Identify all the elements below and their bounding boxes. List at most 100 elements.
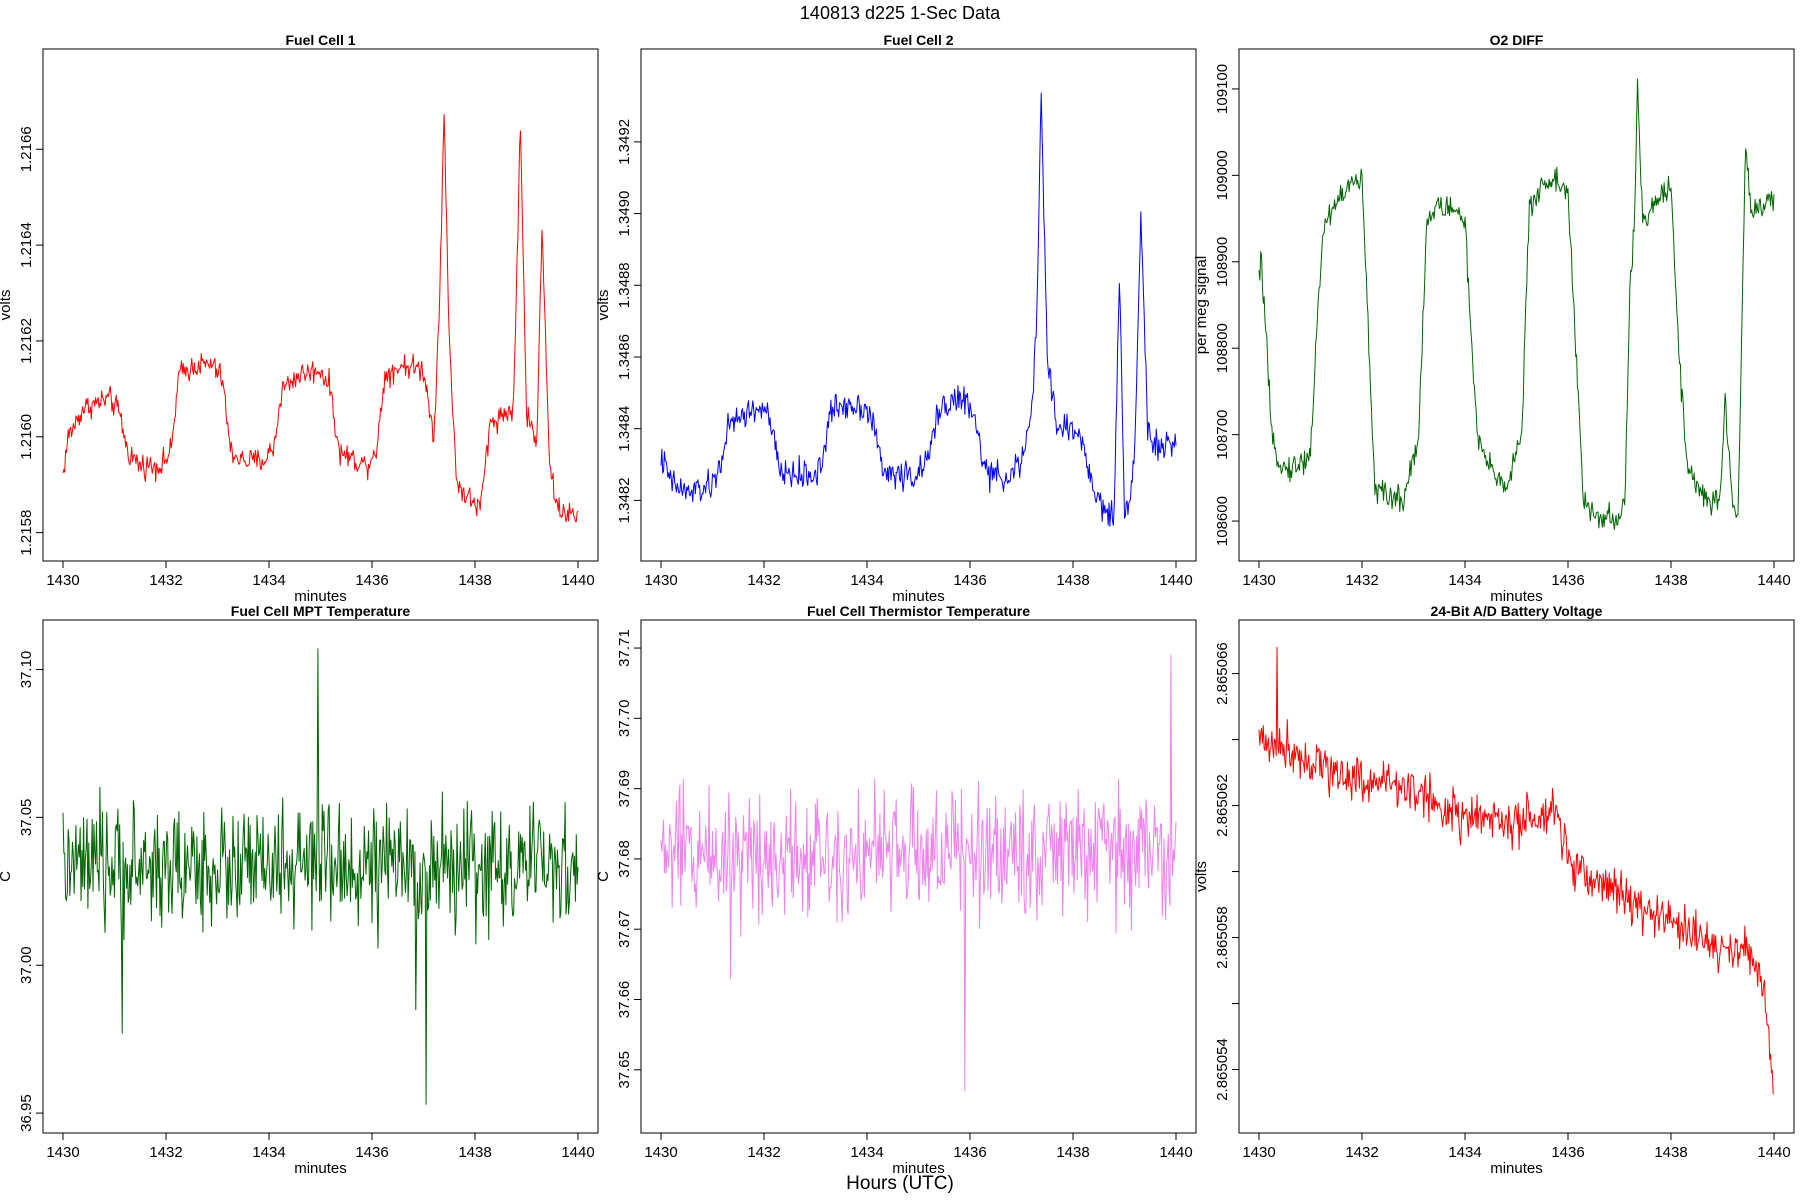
o2-diff-y-tick-label: 108700 <box>1214 410 1231 460</box>
fuel-cell-mpt-temperature-y-tick-label: 37.00 <box>18 946 35 984</box>
fuel-cell-1-x-tick-label: 1432 <box>149 572 182 589</box>
o2-diff-title: O2 DIFF <box>1490 32 1544 48</box>
fuel-cell-1-x-tick-label: 1434 <box>252 572 285 589</box>
fuel-cell-thermistor-temperature-x-tick-label: 1436 <box>953 1144 986 1161</box>
24-bit-a-d-battery-voltage-y-tick-label: 2.865066 <box>1214 642 1231 705</box>
chart-panel-o2-diff: O2 DIFF 1430 1432 1434 1436 1438 1440 minutes 10… <box>1193 32 1795 605</box>
fuel-cell-mpt-temperature-x-tick-label: 1438 <box>458 1144 491 1161</box>
fuel-cell-mpt-temperature-x-tick-label: 1430 <box>46 1144 79 1161</box>
o2-diff-y-tick-label: 108900 <box>1214 237 1231 287</box>
fuel-cell-mpt-temperature-x-tick-label: 1436 <box>355 1144 388 1161</box>
24-bit-a-d-battery-voltage-y-tick-label: 2.865058 <box>1214 906 1231 969</box>
o2-diff-x-tick-label: 1438 <box>1654 572 1687 589</box>
o2-diff-x-tick-label: 1434 <box>1448 572 1481 589</box>
fuel-cell-1-plot-frame <box>42 48 599 562</box>
24-bit-a-d-battery-voltage-x-tick-label: 1432 <box>1345 1144 1378 1161</box>
fuel-cell-2-x-tick-label: 1440 <box>1159 572 1192 589</box>
fuel-cell-2-x-tick-label: 1430 <box>644 572 677 589</box>
fuel-cell-1-x-tick-label: 1438 <box>458 572 491 589</box>
fuel-cell-2-series-line <box>660 92 1177 527</box>
fuel-cell-mpt-temperature-x-tick-label: 1432 <box>149 1144 182 1161</box>
fuel-cell-thermistor-temperature-series-line <box>660 654 1177 1092</box>
fuel-cell-thermistor-temperature-x-tick-label: 1432 <box>747 1144 780 1161</box>
o2-diff-plot-frame <box>1238 48 1795 562</box>
fuel-cell-thermistor-temperature-x-tick-label: 1430 <box>644 1144 677 1161</box>
chart-panels: Fuel Cell 1 1430 1432 1434 1436 1438 1440 minut… <box>0 32 1795 1177</box>
o2-diff-y-tick-label: 109100 <box>1214 64 1231 114</box>
fuel-cell-mpt-temperature-y-tick-label: 37.05 <box>18 799 35 837</box>
fuel-cell-1-y-tick-label: 1.2158 <box>18 510 35 556</box>
fuel-cell-1-y-tick-label: 1.2166 <box>18 126 35 172</box>
o2-diff-x-tick-label: 1432 <box>1345 572 1378 589</box>
fuel-cell-2-y-tick-label: 1.3482 <box>616 477 633 523</box>
24-bit-a-d-battery-voltage-x-tick-label: 1434 <box>1448 1144 1481 1161</box>
fuel-cell-thermistor-temperature-y-tick-label: 37.70 <box>616 700 633 738</box>
fuel-cell-1-y-tick-label: 1.2164 <box>18 222 35 268</box>
fuel-cell-2-y-tick-label: 1.3492 <box>616 119 633 165</box>
chart-panel-fuel-cell-mpt-temperature: Fuel Cell MPT Temperature 1430 1432 1434 143… <box>0 603 599 1177</box>
fuel-cell-mpt-temperature-y-axis-label: C <box>0 871 14 882</box>
fuel-cell-mpt-temperature-x-tick-label: 1434 <box>252 1144 285 1161</box>
fuel-cell-mpt-temperature-y-tick-label: 37.10 <box>18 651 35 689</box>
fuel-cell-mpt-temperature-y-tick-label: 36.95 <box>18 1094 35 1132</box>
fuel-cell-2-x-tick-label: 1432 <box>747 572 780 589</box>
fuel-cell-2-x-tick-label: 1434 <box>850 572 883 589</box>
fuel-cell-2-y-tick-label: 1.3486 <box>616 334 633 380</box>
o2-diff-x-tick-label: 1440 <box>1757 572 1790 589</box>
o2-diff-x-axis-label: minutes <box>1490 588 1543 605</box>
24-bit-a-d-battery-voltage-y-tick-label: 2.865054 <box>1214 1038 1231 1101</box>
o2-diff-x-tick-label: 1430 <box>1242 572 1275 589</box>
24-bit-a-d-battery-voltage-title: 24-Bit A/D Battery Voltage <box>1431 603 1603 619</box>
fuel-cell-1-title: Fuel Cell 1 <box>285 32 355 48</box>
fuel-cell-mpt-temperature-title: Fuel Cell MPT Temperature <box>231 603 411 619</box>
chart-panel-24-bit-a-d-battery-voltage: 24-Bit A/D Battery Voltage 1430 1432 1434 14… <box>1193 603 1795 1177</box>
fuel-cell-thermistor-temperature-x-tick-label: 1440 <box>1159 1144 1192 1161</box>
24-bit-a-d-battery-voltage-series-line <box>1258 646 1775 1095</box>
fuel-cell-2-x-tick-label: 1436 <box>953 572 986 589</box>
fuel-cell-1-x-axis-label: minutes <box>294 588 347 605</box>
24-bit-a-d-battery-voltage-x-axis-label: minutes <box>1490 1160 1543 1177</box>
fuel-cell-2-title: Fuel Cell 2 <box>883 32 953 48</box>
fuel-cell-mpt-temperature-x-tick-label: 1440 <box>561 1144 594 1161</box>
fuel-cell-1-series-line <box>62 113 579 523</box>
24-bit-a-d-battery-voltage-x-tick-label: 1438 <box>1654 1144 1687 1161</box>
fuel-cell-thermistor-temperature-title: Fuel Cell Thermistor Temperature <box>807 603 1030 619</box>
figure-title: 140813 d225 1-Sec Data <box>800 3 1001 23</box>
fuel-cell-thermistor-temperature-y-tick-label: 37.68 <box>616 840 633 878</box>
fuel-cell-thermistor-temperature-x-axis-label: minutes <box>892 1160 945 1177</box>
figure-x-axis-label: Hours (UTC) <box>846 1173 954 1194</box>
o2-diff-x-tick-label: 1436 <box>1551 572 1584 589</box>
fuel-cell-2-x-tick-label: 1438 <box>1056 572 1089 589</box>
fuel-cell-thermistor-temperature-y-tick-label: 37.69 <box>616 770 633 808</box>
chart-panel-fuel-cell-1: Fuel Cell 1 1430 1432 1434 1436 1438 1440 minut… <box>0 32 599 605</box>
fuel-cell-2-y-tick-label: 1.3484 <box>616 406 633 452</box>
o2-diff-y-tick-label: 108600 <box>1214 496 1231 546</box>
fuel-cell-2-plot-frame <box>640 48 1197 562</box>
fuel-cell-2-x-axis-label: minutes <box>892 588 945 605</box>
o2-diff-y-tick-label: 109000 <box>1214 150 1231 200</box>
24-bit-a-d-battery-voltage-x-tick-label: 1430 <box>1242 1144 1275 1161</box>
24-bit-a-d-battery-voltage-x-tick-label: 1440 <box>1757 1144 1790 1161</box>
fuel-cell-thermistor-temperature-y-tick-label: 37.65 <box>616 1051 633 1089</box>
fuel-cell-thermistor-temperature-x-tick-label: 1438 <box>1056 1144 1089 1161</box>
fuel-cell-2-y-axis-label: volts <box>595 290 612 321</box>
24-bit-a-d-battery-voltage-y-axis-label: volts <box>1193 861 1210 892</box>
fuel-cell-1-y-axis-label: volts <box>0 290 14 321</box>
fuel-cell-1-x-tick-label: 1440 <box>561 572 594 589</box>
24-bit-a-d-battery-voltage-x-tick-label: 1436 <box>1551 1144 1584 1161</box>
fuel-cell-2-y-tick-label: 1.3488 <box>616 262 633 308</box>
24-bit-a-d-battery-voltage-y-tick-label: 2.865062 <box>1214 774 1231 837</box>
24-bit-a-d-battery-voltage-plot-frame <box>1238 619 1795 1134</box>
o2-diff-y-axis-label: per meg signal <box>1193 256 1210 354</box>
fuel-cell-thermistor-temperature-y-axis-label: C <box>595 871 612 882</box>
fuel-cell-mpt-temperature-series-line <box>62 648 579 1105</box>
o2-diff-y-tick-label: 108800 <box>1214 323 1231 373</box>
fuel-cell-1-y-tick-label: 1.2162 <box>18 318 35 364</box>
fuel-cell-1-x-tick-label: 1436 <box>355 572 388 589</box>
fuel-cell-mpt-temperature-x-axis-label: minutes <box>294 1160 347 1177</box>
chart-panel-fuel-cell-thermistor-temperature: Fuel Cell Thermistor Temperature 1430 1432… <box>595 603 1197 1177</box>
fuel-cell-mpt-temperature-plot-frame <box>42 619 599 1134</box>
fuel-cell-2-y-tick-label: 1.3490 <box>616 191 633 237</box>
fuel-cell-thermistor-temperature-y-tick-label: 37.71 <box>616 629 633 667</box>
